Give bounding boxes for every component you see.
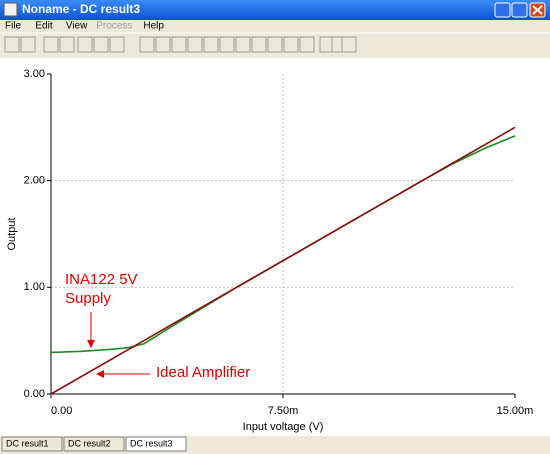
- toolbar-button[interactable]: [139, 36, 155, 53]
- menu-item[interactable]: Process: [96, 21, 132, 32]
- toolbar-button[interactable]: [59, 36, 75, 53]
- x-tick-label: 7.50m: [268, 405, 299, 417]
- toolbar-button[interactable]: [187, 36, 203, 53]
- toolbar-button[interactable]: [235, 36, 251, 53]
- title-bar: [0, 0, 550, 20]
- tab-label: DC result3: [130, 438, 173, 448]
- menu-item[interactable]: Help: [143, 21, 164, 32]
- plot-panel: [0, 58, 550, 436]
- series-line: [50, 126, 516, 395]
- tab-bar: DC result1 DC result2 DC result3: [1, 436, 187, 452]
- menu-bar: File Edit View Process Help: [5, 21, 164, 32]
- toolbar-button[interactable]: [20, 36, 36, 53]
- minimize-button[interactable]: [494, 2, 511, 18]
- y-axis-label: Output: [6, 217, 18, 250]
- arrow-head: [96, 370, 104, 378]
- x-axis-label: Input voltage (V): [243, 421, 324, 433]
- toolbar-button[interactable]: [341, 36, 357, 53]
- window-title: Noname - DC result3: [22, 2, 140, 16]
- y-tick-label: 3.00: [24, 68, 45, 80]
- toolbar-button[interactable]: [267, 36, 283, 53]
- toolbar-button[interactable]: [109, 36, 125, 53]
- annotation: INA122 5V Supply: [65, 271, 138, 307]
- tab[interactable]: [63, 436, 125, 452]
- toolbar-button[interactable]: [4, 36, 20, 53]
- tab[interactable]: [125, 436, 187, 452]
- toolbar-button[interactable]: [171, 36, 187, 53]
- arrow-head: [87, 340, 95, 348]
- tab[interactable]: [1, 436, 63, 452]
- annotation: Ideal Amplifier: [156, 364, 251, 381]
- toolbar: [4, 36, 357, 53]
- toolbar-button[interactable]: [219, 36, 235, 53]
- menu-item[interactable]: Edit: [35, 21, 52, 32]
- y-tick-label: 0.00: [24, 388, 45, 400]
- app-icon: [3, 2, 18, 17]
- y-tick-label: 1.00: [24, 281, 45, 293]
- toolbar-button[interactable]: [155, 36, 171, 53]
- toolbar-button[interactable]: [203, 36, 219, 53]
- menu-item[interactable]: File: [5, 21, 22, 32]
- toolbar-button[interactable]: [299, 36, 315, 53]
- menu-item[interactable]: View: [66, 21, 88, 32]
- x-tick-label: 15.00m: [497, 405, 534, 417]
- y-tick-label: 2.00: [24, 175, 45, 187]
- toolbar-button[interactable]: [43, 36, 59, 53]
- toolbar-button[interactable]: [77, 36, 93, 53]
- maximize-button[interactable]: [511, 2, 528, 18]
- x-tick-label: 0.00: [51, 405, 72, 417]
- tab-label: DC result1: [6, 438, 49, 448]
- toolbar-button[interactable]: [283, 36, 299, 53]
- toolbar-button[interactable]: [93, 36, 109, 53]
- tab-label: DC result2: [68, 438, 111, 448]
- toolbar-button[interactable]: [251, 36, 267, 53]
